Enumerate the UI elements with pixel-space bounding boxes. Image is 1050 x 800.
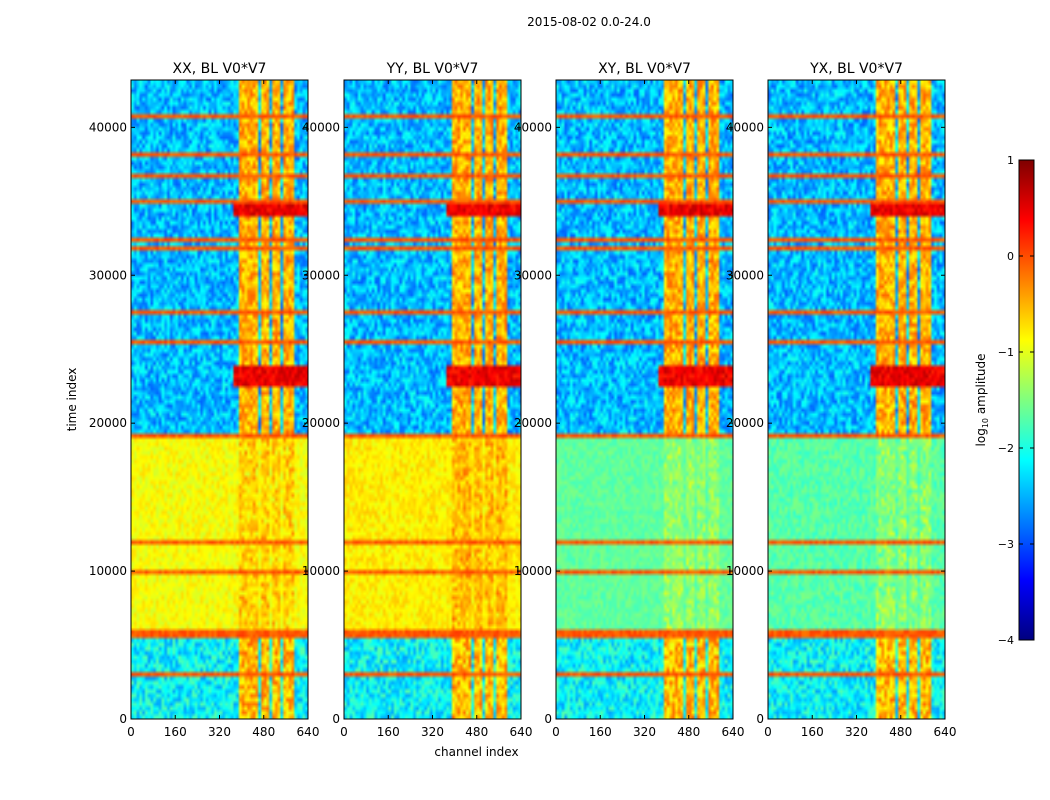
y-tick-label: 40000 xyxy=(514,120,552,134)
y-tick-label: 20000 xyxy=(514,416,552,430)
y-tick-label: 10000 xyxy=(302,564,340,578)
panel-xx-heatmap xyxy=(131,80,308,719)
x-tick-label: 320 xyxy=(845,725,868,739)
x-tick-label: 480 xyxy=(465,725,488,739)
y-tick-label: 0 xyxy=(544,712,552,726)
panel-xy: XY, BL V0*V7 0 160 320 480 640 0 10000 20000 3000… xyxy=(514,61,745,739)
x-tick-label: 160 xyxy=(589,725,612,739)
y-tick-label: 20000 xyxy=(89,416,127,430)
y-tick-label: 40000 xyxy=(302,120,340,134)
y-tick-label: 20000 xyxy=(302,416,340,430)
x-tick-label: 0 xyxy=(127,725,135,739)
x-tick-label: 160 xyxy=(377,725,400,739)
panel-xx: XX, BL V0*V7 0 160 320 480 640 0 10000 20000 3000… xyxy=(65,61,319,739)
y-tick-label: 10000 xyxy=(726,564,764,578)
x-axis-label: channel index xyxy=(434,745,518,759)
y-tick-label: 30000 xyxy=(726,268,764,282)
x-tick-label: 640 xyxy=(934,725,957,739)
y-tick-label: 10000 xyxy=(514,564,552,578)
panel-yy: YY, BL V0*V7 0 160 320 480 640 0 10000 20000 3000… xyxy=(302,61,533,759)
colorbar-tick-label: −1 xyxy=(998,346,1014,359)
x-tick-label: 160 xyxy=(164,725,187,739)
y-tick-label: 30000 xyxy=(89,268,127,282)
colorbar-tick-label: −3 xyxy=(998,538,1014,551)
colorbar-ticks: 1 0 −1 −2 −3 −4 xyxy=(998,154,1034,647)
x-tick-label: 320 xyxy=(633,725,656,739)
panel-yy-heatmap xyxy=(344,80,521,719)
colorbar: 10−1−2−3−4 log10 amplitude xyxy=(974,154,1035,647)
y-tick-label: 0 xyxy=(332,712,340,726)
panel-xx-title: XX, BL V0*V7 xyxy=(173,61,267,77)
panel-yx: YX, BL V0*V7 0 160 320 480 640 0 10000 20000 3000… xyxy=(726,61,957,739)
y-tick-label: 40000 xyxy=(89,120,127,134)
colorbar-label-sub: 10 xyxy=(981,418,990,428)
y-tick-label: 0 xyxy=(756,712,764,726)
panel-xy-heatmap xyxy=(556,80,733,719)
panel-yx-title: YX, BL V0*V7 xyxy=(809,61,903,77)
x-tick-label: 640 xyxy=(722,725,745,739)
y-tick-label: 40000 xyxy=(726,120,764,134)
y-tick-label: 20000 xyxy=(726,416,764,430)
x-tick-label: 480 xyxy=(889,725,912,739)
colorbar-tick-label: −2 xyxy=(998,442,1014,455)
x-tick-label: 640 xyxy=(510,725,533,739)
panel-yy-title: YY, BL V0*V7 xyxy=(386,61,479,77)
y-tick-label: 30000 xyxy=(302,268,340,282)
figure-suptitle: 2015-08-02 0.0-24.0 xyxy=(527,15,651,29)
panel-yx-heatmap xyxy=(768,80,945,719)
y-tick-label: 30000 xyxy=(514,268,552,282)
x-tick-label: 0 xyxy=(764,725,772,739)
x-tick-label: 480 xyxy=(252,725,275,739)
colorbar-label: log10 amplitude xyxy=(974,354,990,447)
colorbar-tick-label: 0 xyxy=(1007,250,1014,263)
y-tick-label: 0 xyxy=(119,712,127,726)
panels: XX, BL V0*V7 0 160 320 480 640 0 10000 20000 3000… xyxy=(65,61,956,759)
x-tick-label: 0 xyxy=(340,725,348,739)
x-tick-label: 160 xyxy=(801,725,824,739)
y-tick-label: 10000 xyxy=(89,564,127,578)
x-tick-label: 320 xyxy=(208,725,231,739)
x-tick-label: 480 xyxy=(677,725,700,739)
x-tick-label: 0 xyxy=(552,725,560,739)
colorbar-tick-label: 1 xyxy=(1007,154,1014,167)
colorbar-tick-label: −4 xyxy=(998,634,1014,647)
y-axis-label: time index xyxy=(65,368,79,432)
panel-xy-title: XY, BL V0*V7 xyxy=(598,61,691,77)
colorbar-gradient xyxy=(1018,159,1035,641)
x-tick-label: 640 xyxy=(297,725,320,739)
x-tick-label: 320 xyxy=(421,725,444,739)
